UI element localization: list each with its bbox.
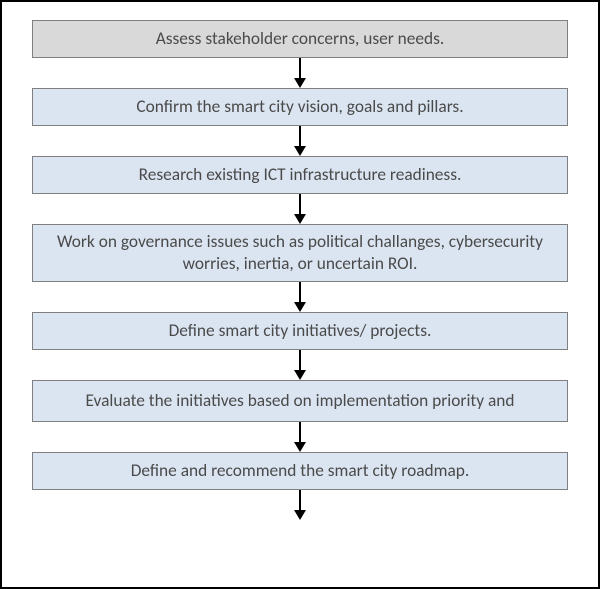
step-box-6: Evaluate the initiatives based on implem… xyxy=(32,380,568,422)
flowchart-frame: Assess stakeholder concerns, user needs.… xyxy=(0,0,600,589)
arrow-down-icon xyxy=(294,490,306,520)
arrow-down-icon xyxy=(294,350,306,380)
step-label: Define and recommend the smart city road… xyxy=(131,460,469,482)
step-box-3: Research existing ICT infrastructure rea… xyxy=(32,156,568,194)
arrow-down-icon xyxy=(294,58,306,88)
step-label: Confirm the smart city vision, goals and… xyxy=(136,96,463,118)
step-box-5: Define smart city initiatives/ projects. xyxy=(32,312,568,350)
step-box-2: Confirm the smart city vision, goals and… xyxy=(32,88,568,126)
step-label: Work on governance issues such as politi… xyxy=(45,231,555,274)
arrow-down-icon xyxy=(294,422,306,452)
arrow-down-icon xyxy=(294,194,306,224)
arrow-down-icon xyxy=(294,126,306,156)
step-box-4: Work on governance issues such as politi… xyxy=(32,224,568,282)
step-label: Research existing ICT infrastructure rea… xyxy=(139,164,462,186)
step-box-1: Assess stakeholder concerns, user needs. xyxy=(32,20,568,58)
step-label: Evaluate the initiatives based on implem… xyxy=(85,390,514,412)
arrow-down-icon xyxy=(294,282,306,312)
step-label: Define smart city initiatives/ projects. xyxy=(169,320,432,342)
step-label: Assess stakeholder concerns, user needs. xyxy=(156,28,445,50)
step-box-7: Define and recommend the smart city road… xyxy=(32,452,568,490)
